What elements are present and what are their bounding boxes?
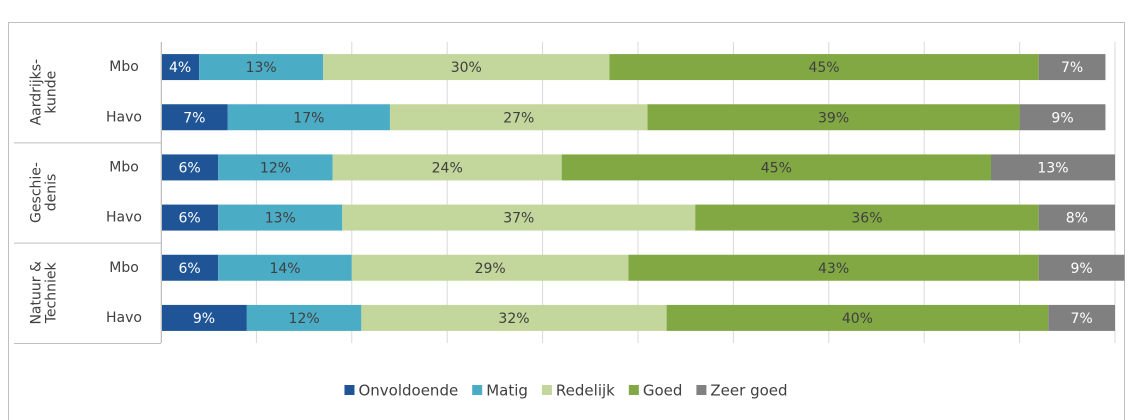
group-label-line: Techniek	[44, 262, 60, 325]
legend-swatch	[628, 385, 639, 395]
bar-segment	[342, 204, 696, 231]
group-label: Aardrijks-kunde	[29, 59, 60, 126]
legend-swatch	[344, 385, 355, 395]
bar-segment	[1038, 54, 1106, 81]
category-label: Havo	[106, 310, 142, 326]
category-label: Mbo	[109, 59, 139, 75]
data-label: 39%	[818, 110, 849, 126]
data-label: 7%	[1071, 311, 1093, 327]
legend: Onvoldoende Matig Redelijk Goed Zeer goed	[344, 382, 788, 400]
data-label: 6%	[179, 261, 201, 277]
bar-segment	[161, 54, 200, 81]
legend-label: Matig	[486, 382, 528, 400]
legend-swatch	[541, 385, 552, 395]
legend-swatch	[472, 385, 483, 395]
bar-segment	[561, 154, 991, 181]
group-label: Natuur &Techniek	[29, 261, 60, 324]
bar-segment	[1038, 254, 1125, 281]
data-label: 7%	[183, 110, 205, 126]
data-label: 36%	[851, 211, 882, 227]
group-label-line: Aardrijks-	[29, 59, 45, 126]
data-label: 12%	[260, 160, 291, 176]
group-label: Geschie-denis	[29, 162, 60, 223]
data-label: 17%	[293, 110, 324, 126]
bar-segment	[666, 304, 1049, 331]
data-label: 9%	[193, 311, 215, 327]
data-label: 13%	[1037, 160, 1068, 176]
data-label: 9%	[1071, 261, 1093, 277]
data-label: 14%	[269, 261, 300, 277]
bar-segment	[161, 154, 219, 181]
data-label: 40%	[842, 311, 873, 327]
data-label: 45%	[761, 160, 792, 176]
data-label: 30%	[451, 60, 482, 76]
data-label: 27%	[503, 110, 534, 126]
bar-segment	[161, 104, 228, 131]
bar-segment	[351, 254, 629, 281]
bar-segment	[332, 154, 562, 181]
bar-segment	[647, 104, 1020, 131]
data-label: 12%	[289, 311, 320, 327]
bar-segment	[609, 54, 1039, 81]
data-label: 43%	[818, 261, 849, 277]
bar-segment	[1038, 204, 1115, 231]
chart-frame	[8, 22, 1125, 420]
data-label: 13%	[265, 211, 296, 227]
bar-segment	[161, 304, 247, 331]
legend-label: Zeer goed	[710, 382, 787, 400]
category-label: Havo	[106, 109, 142, 125]
bar-segment	[246, 304, 362, 331]
data-label: 6%	[179, 160, 201, 176]
data-label: 6%	[179, 211, 201, 227]
bar-segment	[227, 104, 390, 131]
group-label-line: kunde	[44, 71, 60, 114]
bar-segment	[161, 204, 219, 231]
bar-segment	[628, 254, 1039, 281]
legend-label: Goed	[643, 382, 683, 400]
data-label: 9%	[1051, 110, 1073, 126]
data-label: 32%	[498, 311, 529, 327]
legend-label: Redelijk	[556, 382, 615, 400]
bar-segment	[389, 104, 648, 131]
data-label: 13%	[246, 60, 277, 76]
data-label: 4%	[169, 60, 191, 76]
bar-segment	[695, 204, 1039, 231]
bar-segment	[161, 254, 219, 281]
bar-segment	[323, 54, 610, 81]
legend-label: Onvoldoende	[358, 382, 458, 400]
bar-segment	[1048, 304, 1115, 331]
category-label: Mbo	[109, 260, 139, 276]
data-label: 7%	[1061, 60, 1083, 76]
data-label: 37%	[503, 211, 534, 227]
bar-segment	[990, 154, 1115, 181]
data-label: 8%	[1066, 211, 1088, 227]
data-label: 45%	[808, 60, 839, 76]
bar-segment	[361, 304, 667, 331]
data-label: 29%	[475, 261, 506, 277]
category-label: Havo	[106, 210, 142, 226]
bar-segment	[1019, 104, 1106, 131]
group-label-line: Geschie-	[29, 162, 45, 223]
group-label-line: Natuur &	[29, 261, 45, 324]
bar-segment	[199, 54, 324, 81]
bar-segment	[218, 254, 352, 281]
bar-segment	[218, 154, 333, 181]
legend-swatch	[696, 385, 707, 395]
data-label: 24%	[432, 160, 463, 176]
group-label-line: denis	[44, 174, 60, 212]
category-label: Mbo	[109, 159, 139, 175]
bar-segment	[218, 204, 343, 231]
